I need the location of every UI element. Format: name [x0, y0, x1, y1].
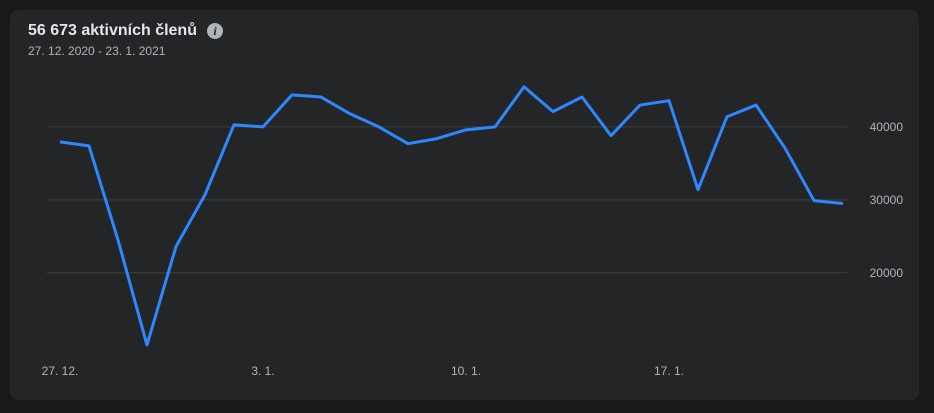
x-tick-label: 10. 1.: [451, 364, 481, 378]
chart-subtitle: 27. 12. 2020 - 23. 1. 2021: [28, 44, 166, 58]
data-line: [59, 85, 844, 347]
svg-text:i: i: [213, 24, 217, 38]
card: [10, 10, 919, 400]
info-icon[interactable]: i: [207, 23, 223, 39]
y-tick-label: 40000: [870, 120, 904, 134]
x-tick-label: 27. 12.: [42, 364, 79, 378]
x-tick-label: 17. 1.: [654, 364, 684, 378]
chart-title: 56 673 aktivních členů: [28, 22, 197, 39]
x-tick-label: 3. 1.: [251, 364, 274, 378]
y-tick-label: 30000: [870, 193, 904, 207]
y-tick-label: 20000: [870, 266, 904, 280]
